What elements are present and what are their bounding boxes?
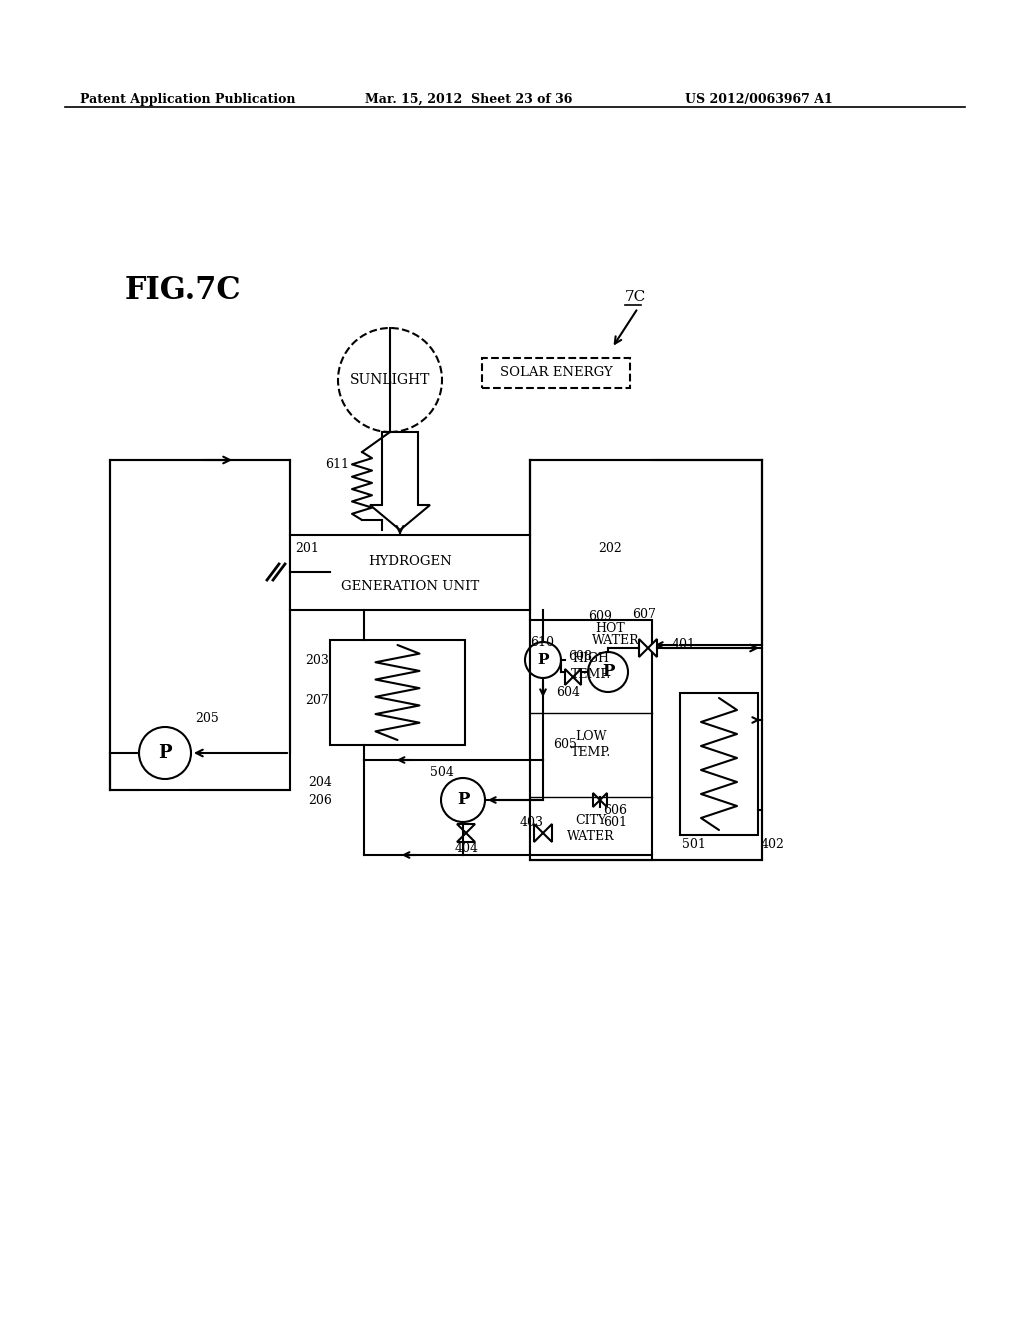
Text: 608: 608 [568,651,592,664]
Text: SUNLIGHT: SUNLIGHT [350,374,430,387]
Text: 402: 402 [761,838,784,851]
Text: WATER: WATER [567,830,614,843]
Polygon shape [565,669,573,685]
Text: WATER: WATER [592,635,640,648]
Text: 601: 601 [603,817,627,829]
Bar [680,693,758,836]
Text: P: P [538,653,549,667]
Text: 206: 206 [308,793,332,807]
Text: HYDROGEN: HYDROGEN [368,554,452,568]
Text: 204: 204 [308,776,332,789]
Polygon shape [457,824,475,833]
Text: 202: 202 [598,541,622,554]
Polygon shape [457,833,475,842]
Text: 604: 604 [556,686,580,700]
Text: FIG.7C: FIG.7C [125,275,242,306]
Text: 606: 606 [603,804,627,817]
Text: 610: 610 [530,636,554,649]
Text: 501: 501 [682,838,706,851]
Polygon shape [543,824,552,842]
Bar [330,640,465,744]
Text: 401: 401 [672,639,696,652]
Text: 7C: 7C [625,290,646,304]
Polygon shape [573,669,581,685]
Text: 611: 611 [325,458,349,471]
Polygon shape [370,432,430,531]
Text: TEMP.: TEMP. [570,746,611,759]
Text: 201: 201 [295,541,318,554]
Text: US 2012/0063967 A1: US 2012/0063967 A1 [685,92,833,106]
Text: SOLAR ENERGY: SOLAR ENERGY [500,367,612,380]
Text: GENERATION UNIT: GENERATION UNIT [341,579,479,593]
Text: 207: 207 [305,693,329,706]
Text: 605: 605 [553,738,577,751]
Bar [290,535,530,610]
Text: CITY: CITY [575,813,606,826]
Text: 404: 404 [455,842,479,854]
Bar [482,358,630,388]
Text: P: P [457,792,469,808]
Text: HIGH: HIGH [572,652,609,664]
Polygon shape [648,639,657,657]
Text: LOW: LOW [575,730,607,743]
Bar [110,459,290,789]
Text: Patent Application Publication: Patent Application Publication [80,92,296,106]
Text: 607: 607 [632,609,656,622]
Polygon shape [639,639,648,657]
Text: P: P [602,664,614,681]
Text: 403: 403 [520,816,544,829]
Text: 504: 504 [430,767,454,780]
Text: Mar. 15, 2012  Sheet 23 of 36: Mar. 15, 2012 Sheet 23 of 36 [365,92,572,106]
Polygon shape [593,793,600,807]
Bar [530,620,652,861]
Text: HOT: HOT [595,622,625,635]
Text: 609: 609 [588,610,612,623]
Text: TEMP.: TEMP. [570,668,611,681]
Text: 203: 203 [305,653,329,667]
Polygon shape [534,824,543,842]
Text: 205: 205 [195,711,219,725]
Polygon shape [600,793,607,807]
Text: P: P [158,744,172,762]
Bar [530,459,762,861]
